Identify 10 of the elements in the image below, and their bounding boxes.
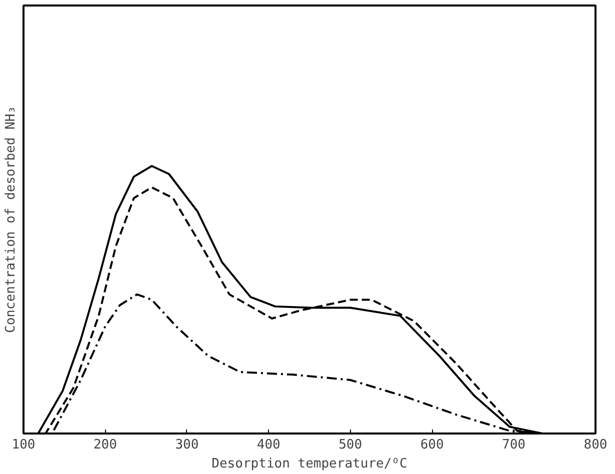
x-axis-title: Desorption temperature/ᴼC xyxy=(212,456,408,472)
x-tick-label: 700 xyxy=(502,438,526,452)
x-tick-label: 800 xyxy=(584,438,608,452)
x-tick-label: 200 xyxy=(93,438,117,452)
x-tick-label: 600 xyxy=(420,438,444,452)
y-axis-title: Concentration of desorbed NH₃ xyxy=(4,106,18,333)
x-tick-label: 500 xyxy=(338,438,362,452)
x-tick-label: 100 xyxy=(12,438,36,452)
x-tick-label: 400 xyxy=(256,438,280,452)
x-tick-label: 300 xyxy=(175,438,199,452)
